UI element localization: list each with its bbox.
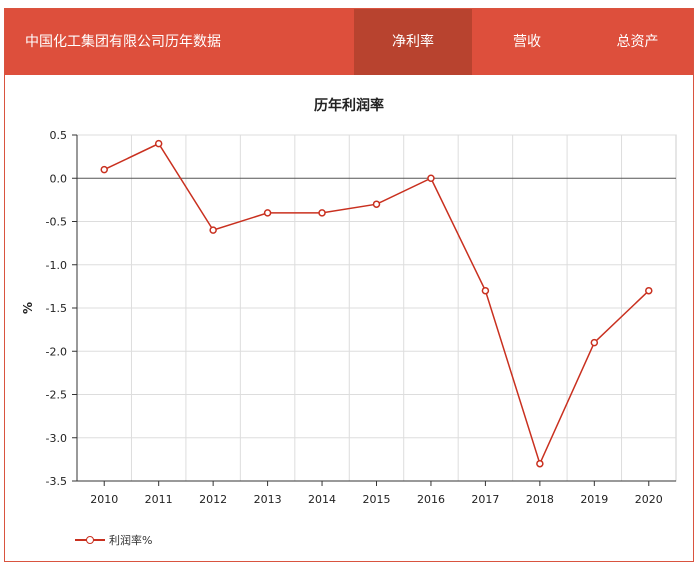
legend[interactable]: 利润率% xyxy=(75,532,152,548)
y-tick-label: 0.5 xyxy=(50,129,68,142)
x-tick-label: 2020 xyxy=(635,493,663,506)
legend-line-marker-icon xyxy=(75,535,105,545)
data-point xyxy=(372,200,381,208)
header-bar: 中国化工集团有限公司历年数据 净利率 营收 总资产 xyxy=(5,9,693,75)
data-point xyxy=(154,139,163,148)
x-tick-label: 2011 xyxy=(145,493,173,506)
x-tick-label: 2014 xyxy=(308,493,336,506)
data-point xyxy=(209,226,217,234)
y-tick-label: 0.0 xyxy=(50,172,68,185)
chart-title: 历年利润率 xyxy=(314,98,384,114)
y-tick-label: -3.5 xyxy=(46,475,67,488)
x-tick-label: 2018 xyxy=(526,493,554,506)
y-tick-label: -3.0 xyxy=(46,432,67,445)
tab-net-margin[interactable]: 净利率 xyxy=(354,9,472,75)
y-tick-label: -1.5 xyxy=(46,302,67,315)
x-tick-label: 2019 xyxy=(580,493,608,506)
y-tick-label: -2.0 xyxy=(46,345,67,358)
x-tick-label: 2017 xyxy=(471,493,499,506)
x-tick-label: 2012 xyxy=(199,493,227,506)
x-tick-label: 2010 xyxy=(90,493,118,506)
page-title: 中国化工集团有限公司历年数据 xyxy=(25,34,221,50)
y-axis-label: % xyxy=(21,302,35,314)
data-point xyxy=(481,286,490,295)
tab-total-assets[interactable]: 总资产 xyxy=(616,34,659,50)
data-point xyxy=(100,165,108,174)
y-tick-label: -2.5 xyxy=(46,389,67,402)
y-tick-label: -1.0 xyxy=(46,259,67,272)
tab-revenue[interactable]: 营收 xyxy=(513,34,541,50)
data-point xyxy=(318,209,326,217)
data-point xyxy=(645,286,653,295)
x-tick-label: 2015 xyxy=(363,493,391,506)
x-tick-label: 2013 xyxy=(254,493,282,506)
data-point xyxy=(427,174,435,182)
y-tick-label: -0.5 xyxy=(46,216,67,229)
x-tick-label: 2016 xyxy=(417,493,445,506)
data-point xyxy=(536,459,544,468)
data-point xyxy=(590,338,599,347)
data-point xyxy=(263,209,272,217)
legend-label: 利润率% xyxy=(109,534,153,547)
